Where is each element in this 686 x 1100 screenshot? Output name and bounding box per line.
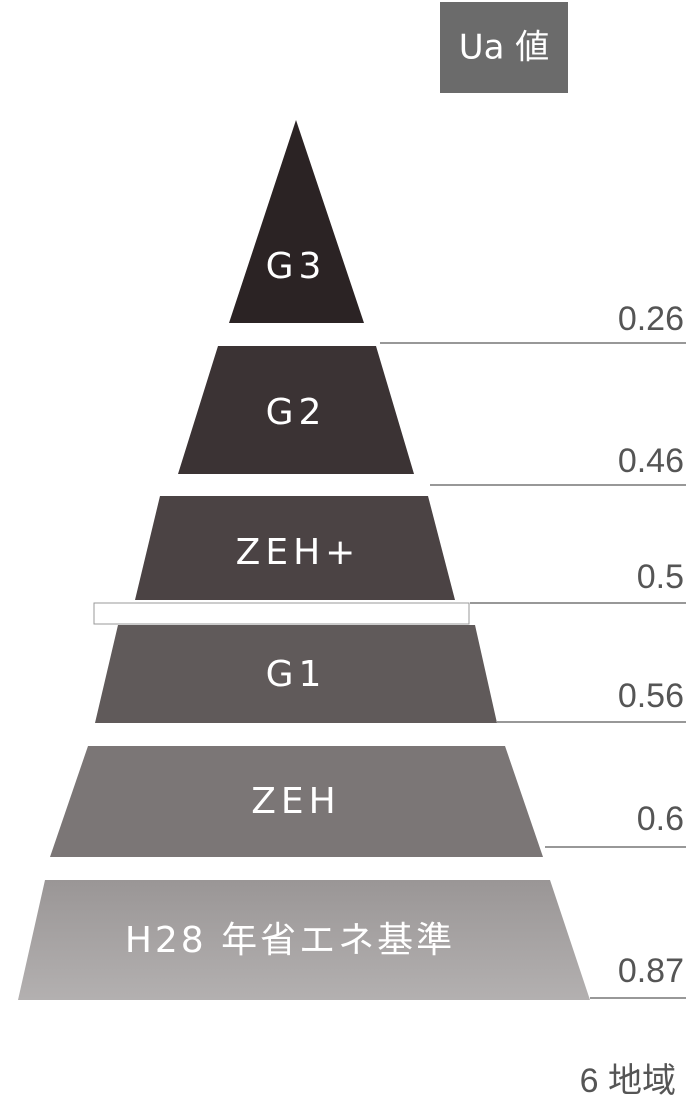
value-label: 0.5 [637, 558, 684, 596]
header-box [440, 2, 568, 93]
level-band [178, 346, 414, 474]
level-band [50, 746, 543, 857]
value-label: 0.46 [618, 442, 684, 480]
header-label: Ua 値 [459, 28, 550, 68]
level-name: ZEH [251, 781, 340, 822]
level-band [135, 496, 455, 600]
level-band [18, 880, 590, 1000]
level-band [95, 625, 497, 723]
value-label: 0.56 [618, 677, 684, 715]
level-name: H28 年省エネ基準 [125, 920, 455, 961]
level-band [229, 120, 364, 323]
level-name: G3 [266, 246, 327, 287]
level-name: G1 [266, 654, 327, 695]
separator-bar [93, 602, 470, 625]
region-label: 6 地域 [580, 1062, 676, 1100]
value-label: 0.87 [618, 952, 684, 990]
value-label: 0.26 [618, 300, 684, 338]
level-name: ZEH+ [236, 532, 361, 573]
level-name: G2 [266, 392, 327, 433]
value-label: 0.6 [637, 800, 684, 838]
